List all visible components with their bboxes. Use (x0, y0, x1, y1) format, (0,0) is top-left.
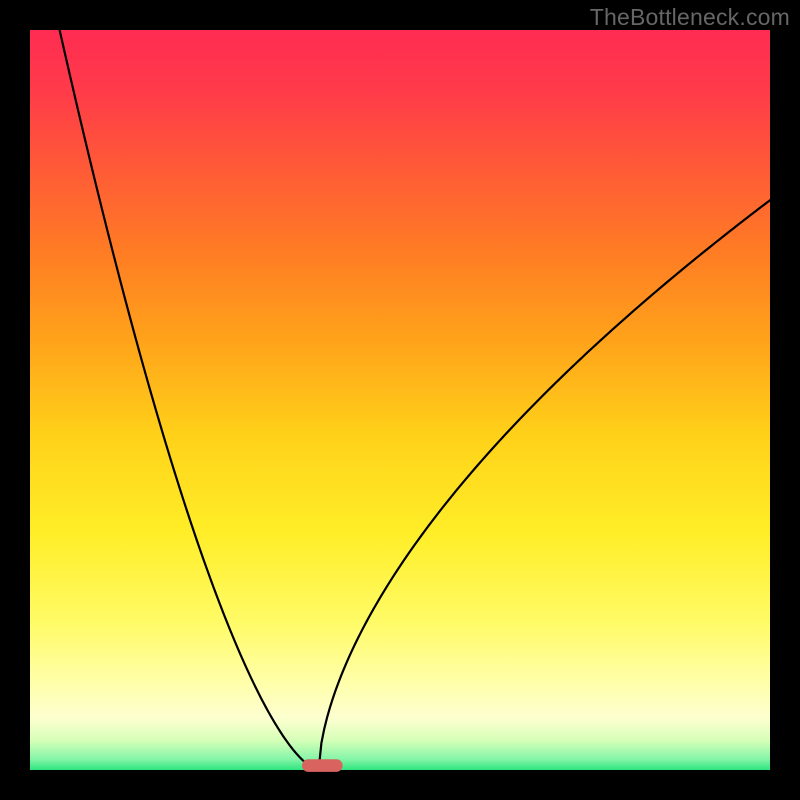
plot-background (30, 30, 770, 770)
optimal-marker (302, 759, 343, 772)
watermark-text: TheBottleneck.com (590, 4, 790, 31)
chart-container: TheBottleneck.com (0, 0, 800, 800)
bottleneck-chart-svg (0, 0, 800, 800)
